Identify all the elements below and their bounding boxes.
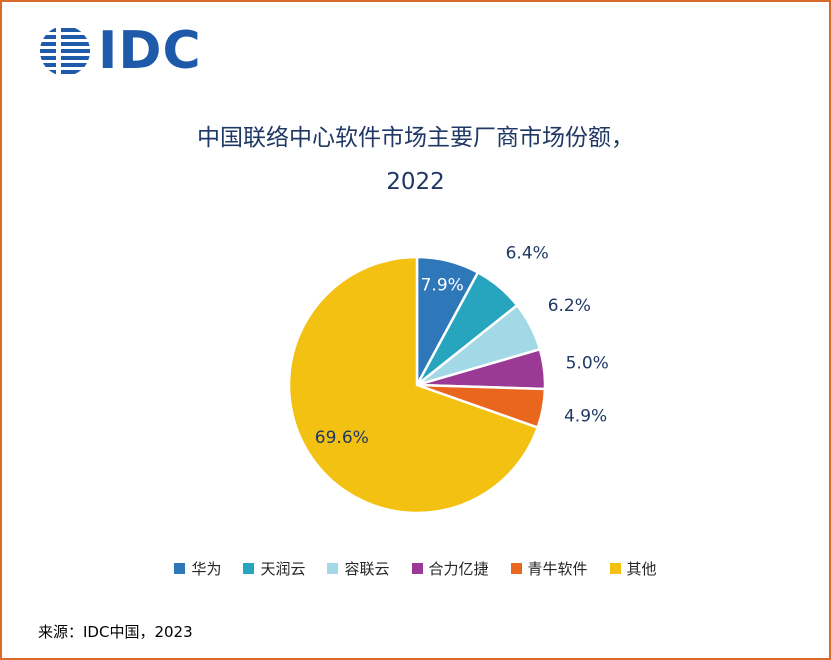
globe-icon	[40, 26, 90, 76]
legend-swatch-4	[411, 563, 423, 574]
pie-label-1: 7.9%	[421, 276, 464, 296]
legend-item-5: 青牛软件	[510, 558, 588, 579]
legend-item-2: 天润云	[243, 558, 305, 579]
pie-label-6: 69.6%	[315, 428, 369, 448]
chart-title-line1: 中国联络中心软件市场主要厂商市场份额，	[197, 125, 634, 151]
pie-slice-6	[287, 255, 539, 515]
legend-label-5: 青牛软件	[527, 560, 588, 578]
pie-label-5: 4.9%	[564, 407, 607, 427]
legend-label-4: 合力亿捷	[428, 560, 489, 578]
legend-label-2: 天润云	[260, 560, 306, 578]
chart-title: 中国联络中心软件市场主要厂商市场份额， 2022	[2, 116, 829, 204]
legend-item-4: 合力亿捷	[411, 558, 489, 579]
legend-swatch-1	[174, 563, 186, 574]
pie-label-3: 6.2%	[548, 296, 591, 316]
chart-title-line2: 2022	[386, 169, 445, 195]
pie-label-2: 6.4%	[506, 244, 549, 264]
legend-label-3: 容联云	[344, 560, 390, 578]
source-text: 来源：IDC中国，2023	[38, 623, 193, 641]
legend-label-6: 其他	[626, 560, 657, 578]
legend-item-1: 华为	[174, 558, 221, 579]
legend-swatch-6	[609, 563, 621, 574]
logo-text: IDC	[98, 21, 202, 81]
legend-item-6: 其他	[609, 558, 657, 579]
legend-swatch-3	[327, 563, 339, 574]
idc-logo: IDC	[36, 22, 202, 80]
pie-group: 7.9% 6.4% 6.2% 5.0% 4.9% 69.6%	[287, 244, 609, 515]
legend-label-1: 华为	[191, 560, 222, 578]
legend: 华为 天润云 容联云 合力亿捷 青牛软件 其他	[2, 558, 829, 579]
legend-swatch-5	[510, 563, 522, 574]
legend-item-3: 容联云	[327, 558, 390, 579]
pie-label-4: 5.0%	[566, 354, 609, 374]
legend-swatch-2	[243, 563, 255, 574]
